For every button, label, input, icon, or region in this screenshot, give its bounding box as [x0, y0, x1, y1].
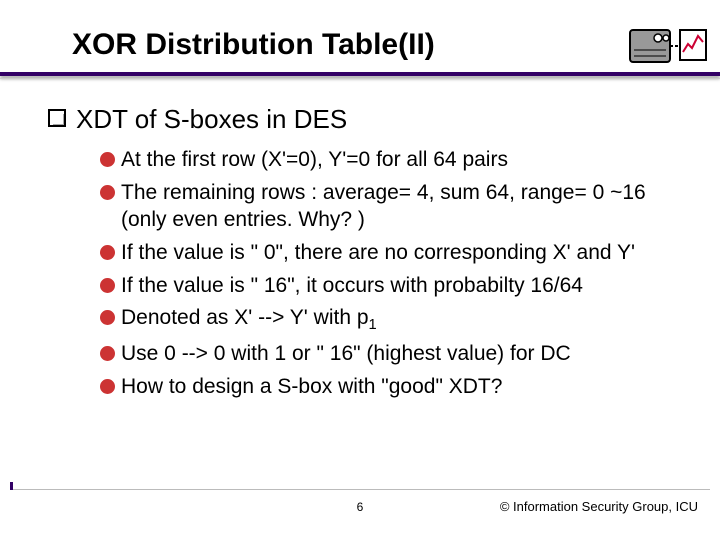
list-item: At the first row (X'=0), Y'=0 for all 64…	[100, 147, 680, 174]
item-text: Use 0 --> 0 with 1 or " 16" (highest val…	[121, 341, 571, 368]
circle-bullet-icon	[100, 379, 115, 394]
safe-body-icon	[630, 30, 670, 62]
list-item: How to design a S-box with "good" XDT?	[100, 374, 680, 401]
list-item: If the value is " 16", it occurs with pr…	[100, 273, 680, 300]
decor-icon	[628, 22, 708, 72]
item-list: At the first row (X'=0), Y'=0 for all 64…	[48, 147, 680, 401]
page-number: 6	[357, 500, 364, 514]
heading-row: XDT of S-boxes in DES	[48, 104, 680, 135]
circle-bullet-icon	[100, 245, 115, 260]
item-text: The remaining rows : average= 4, sum 64,…	[121, 180, 680, 234]
copyright-text: © Information Security Group, ICU	[500, 499, 698, 514]
title-area: XOR Distribution Table(II)	[0, 0, 720, 70]
footer: 6 © Information Security Group, ICU	[0, 502, 720, 526]
footer-rule	[10, 489, 710, 490]
heading-text: XDT of S-boxes in DES	[76, 104, 347, 135]
slide-title: XOR Distribution Table(II)	[72, 28, 720, 62]
safe-dial-left-icon	[654, 34, 662, 42]
circle-bullet-icon	[100, 278, 115, 293]
item-text: At the first row (X'=0), Y'=0 for all 64…	[121, 147, 508, 174]
item-text: Denoted as X' --> Y' with p1	[121, 305, 377, 335]
slide: XOR Distribution Table(II) XDT of S-boxe…	[0, 0, 720, 540]
square-bullet-icon	[48, 109, 66, 127]
title-underline	[0, 72, 720, 76]
circle-bullet-icon	[100, 346, 115, 361]
footer-accent	[10, 482, 13, 490]
body: XDT of S-boxes in DES At the first row (…	[0, 70, 720, 401]
safe-dial-right-icon	[663, 35, 669, 41]
circle-bullet-icon	[100, 310, 115, 325]
list-item: Denoted as X' --> Y' with p1	[100, 305, 680, 335]
item-text: If the value is " 16", it occurs with pr…	[121, 273, 583, 300]
list-item: Use 0 --> 0 with 1 or " 16" (highest val…	[100, 341, 680, 368]
item-text: How to design a S-box with "good" XDT?	[121, 374, 502, 401]
list-item: The remaining rows : average= 4, sum 64,…	[100, 180, 680, 234]
title-underline-shadow	[0, 78, 720, 79]
list-item: If the value is " 0", there are no corre…	[100, 240, 680, 267]
item-text: If the value is " 0", there are no corre…	[121, 240, 635, 267]
circle-bullet-icon	[100, 152, 115, 167]
circle-bullet-icon	[100, 185, 115, 200]
